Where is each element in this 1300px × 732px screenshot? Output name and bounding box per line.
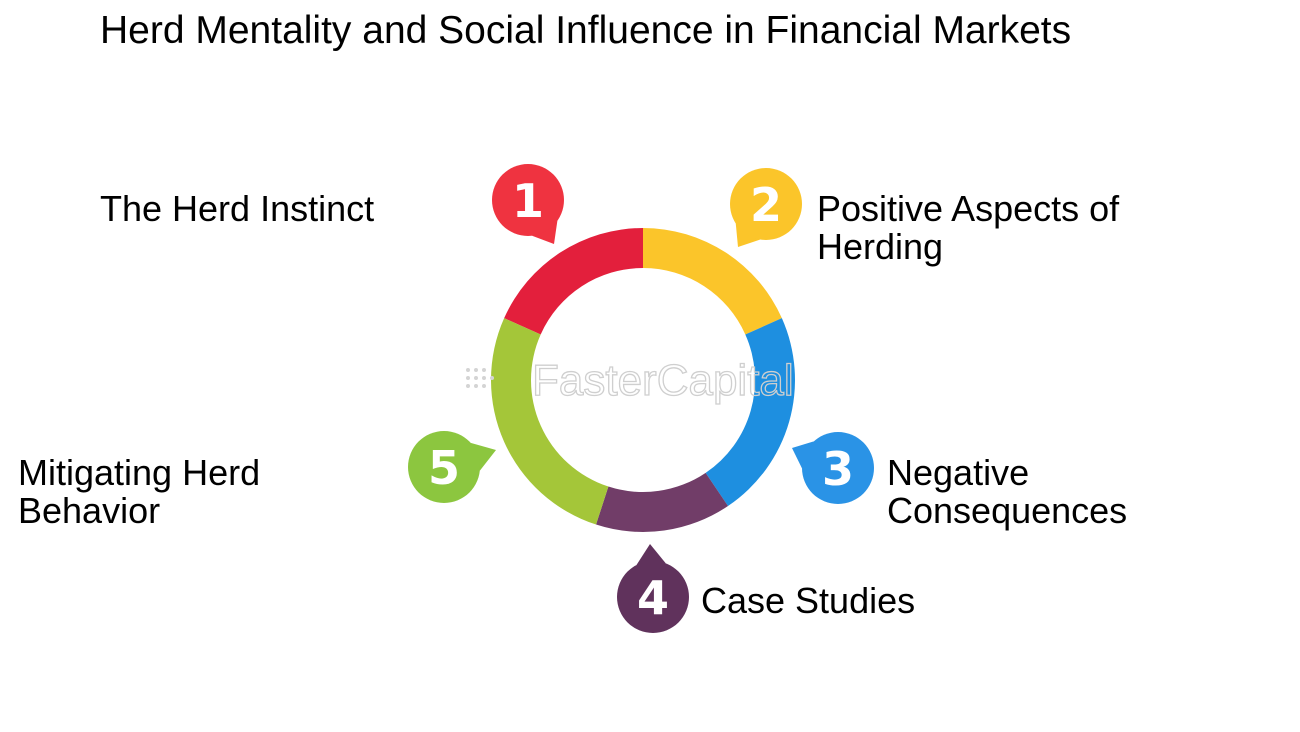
- step-4-badge-pointer: [636, 544, 666, 566]
- step-2-number: 2: [750, 178, 782, 232]
- step-5-badge: 5: [408, 431, 496, 503]
- step-3-number: 3: [822, 442, 854, 496]
- step-3-badge-circle: [802, 432, 874, 504]
- ring-segment-4: [596, 472, 728, 532]
- watermark-text: FasterCapital: [532, 356, 794, 405]
- ring-segment-2: [643, 228, 782, 335]
- step-4-number: 4: [637, 571, 669, 625]
- step-2-label: Positive Aspects of Herding: [817, 190, 1119, 266]
- step-4-badge: 4: [617, 544, 689, 633]
- page-title: Herd Mentality and Social Influence in F…: [100, 9, 1072, 52]
- step-3-label: Negative Consequences: [887, 454, 1127, 530]
- step-4-label: Case Studies: [701, 580, 916, 621]
- step-2-label-line-2: Herding: [817, 226, 944, 267]
- step-2-badge: 2: [730, 168, 802, 247]
- step-5-label: Mitigating Herd Behavior: [18, 454, 260, 530]
- step-1-badge-circle: [492, 164, 564, 236]
- step-3-badge: 3: [792, 432, 874, 504]
- step-5-number: 5: [428, 441, 460, 495]
- ring-segment-1: [504, 228, 643, 335]
- step-5-label-line-1: Mitigating Herd: [18, 452, 261, 493]
- badges: 1 2 3 4 5: [408, 164, 874, 633]
- step-2-label-line-1: Positive Aspects of: [817, 188, 1120, 229]
- step-1-badge: 1: [492, 164, 564, 244]
- step-5-label-line-2: Behavior: [18, 490, 161, 531]
- step-5-badge-circle: [408, 431, 480, 503]
- step-1-label: The Herd Instinct: [100, 188, 375, 229]
- watermark: FasterCapital: [466, 355, 794, 406]
- step-5-badge-pointer: [470, 442, 496, 471]
- ring-segment-5: [490, 318, 609, 525]
- step-4-badge-circle: [617, 561, 689, 633]
- step-3-label-line-2: Consequences: [887, 490, 1128, 531]
- step-2-badge-circle: [730, 168, 802, 240]
- ring: [490, 228, 795, 532]
- step-3-label-line-1: Negative: [887, 452, 1030, 493]
- step-1-number: 1: [512, 174, 544, 228]
- ring-segment-3: [705, 318, 795, 507]
